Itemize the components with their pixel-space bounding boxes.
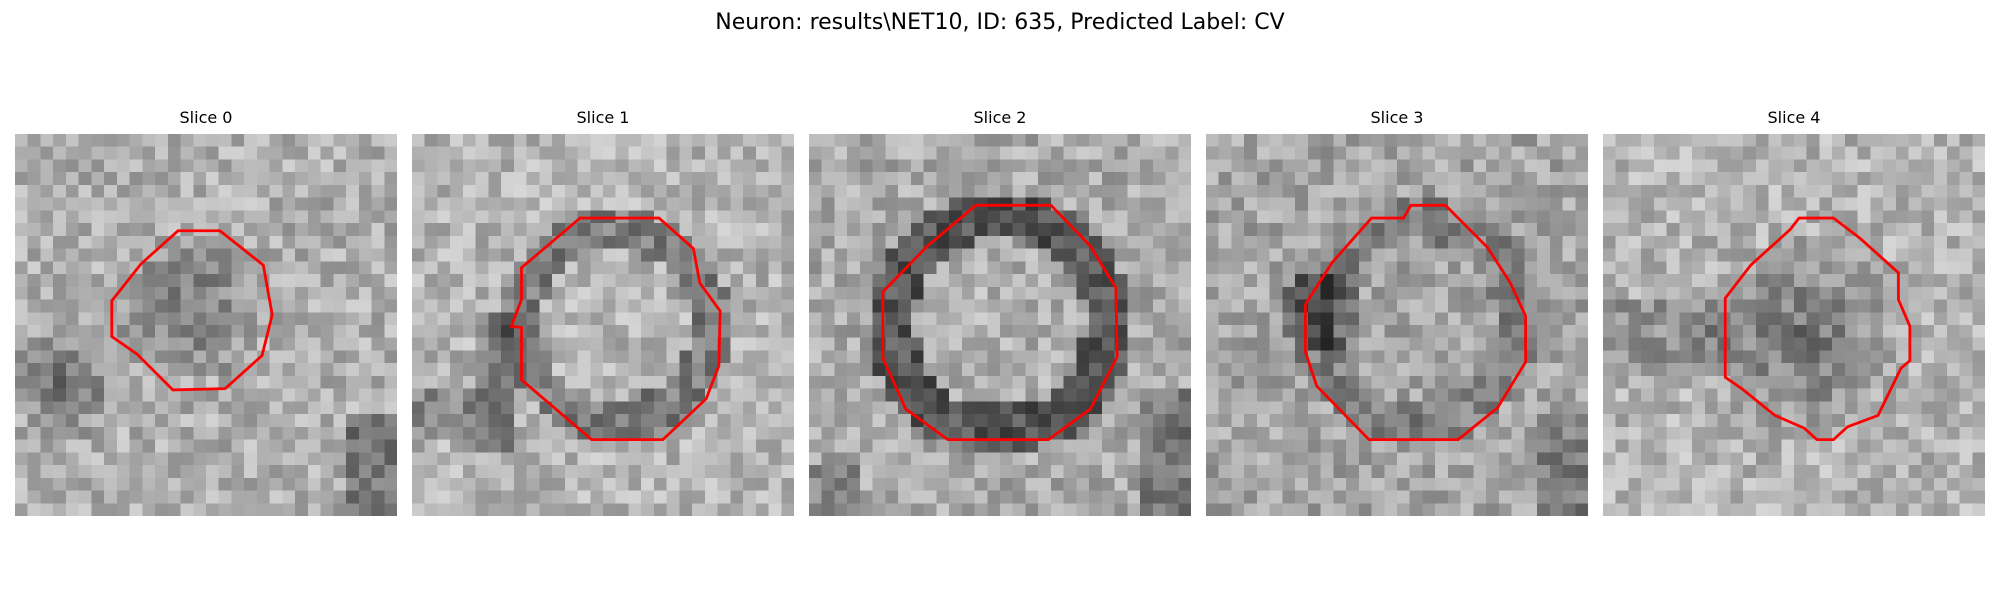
neuron-contour-0 — [110, 229, 274, 392]
slice-image-3 — [1206, 134, 1588, 516]
slice-pixels-4 — [1603, 134, 1985, 516]
slice-pixels-1 — [412, 134, 794, 516]
slice-panel-3: Slice 3 — [1206, 108, 1588, 516]
slice-panel-0: Slice 0 — [15, 108, 397, 516]
slice-title-4: Slice 4 — [1767, 108, 1821, 127]
slice-image-2 — [809, 134, 1191, 516]
slice-title-0: Slice 0 — [179, 108, 233, 127]
slice-pixels-2 — [809, 134, 1191, 516]
neuron-contour-4 — [1723, 216, 1912, 442]
slice-title-1: Slice 1 — [576, 108, 630, 127]
slice-image-4 — [1603, 134, 1985, 516]
neuron-contour-2 — [881, 203, 1119, 442]
neuron-contour-1 — [509, 216, 722, 442]
slice-panel-2: Slice 2 — [809, 108, 1191, 516]
figure-title: Neuron: results\NET10, ID: 635, Predicte… — [715, 10, 1285, 35]
slice-pixels-0 — [15, 134, 397, 516]
slice-image-1 — [412, 134, 794, 516]
slice-title-3: Slice 3 — [1370, 108, 1424, 127]
slice-panel-1: Slice 1 — [412, 108, 794, 516]
slice-image-0 — [15, 134, 397, 516]
slice-title-2: Slice 2 — [973, 108, 1027, 127]
slice-panel-4: Slice 4 — [1603, 108, 1985, 516]
slice-pixels-3 — [1206, 134, 1588, 516]
neuron-contour-3 — [1303, 203, 1528, 442]
